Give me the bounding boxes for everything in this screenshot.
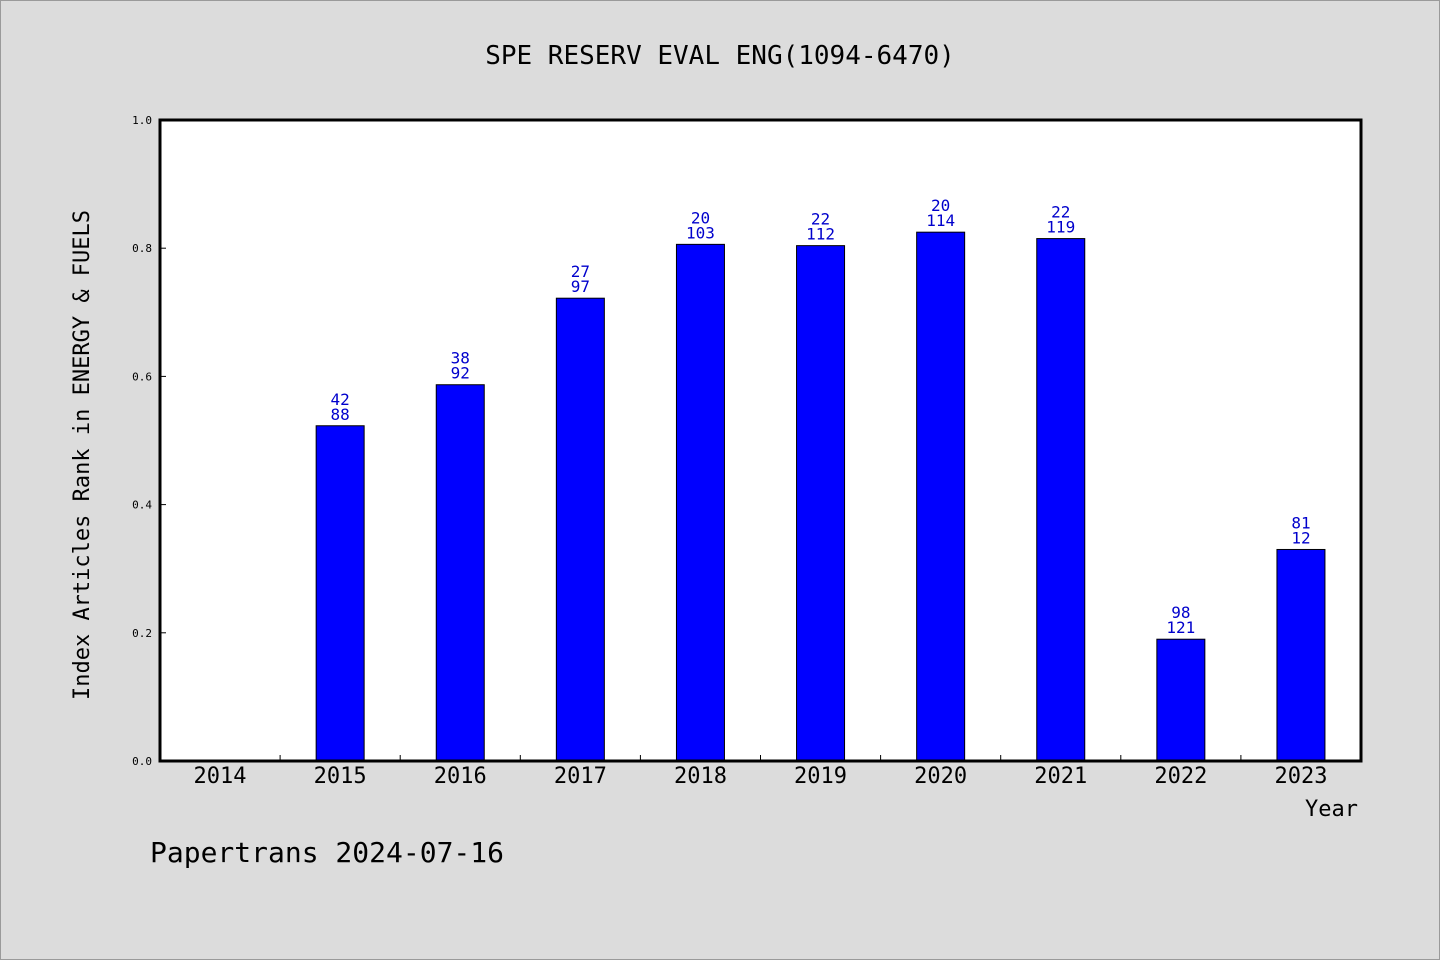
x-tick-label: 2016 [434, 764, 487, 789]
chart-title: SPE RESERV EVAL ENG(1094-6470) [485, 41, 955, 71]
bar-label-bottom: 88 [331, 405, 350, 424]
bar-2016 [435, 384, 485, 762]
y-tick-label: 0.2 [132, 627, 152, 640]
bar-label-top: 38 [451, 349, 470, 368]
bar-label-top: 22 [1051, 203, 1070, 222]
bar-label-bottom: 103 [686, 223, 715, 242]
x-tick-label: 2021 [1034, 764, 1087, 789]
bar-label-bottom: 114 [926, 211, 955, 230]
plot-border [158, 118, 1363, 763]
bar-label-top: 20 [931, 196, 950, 215]
bar-label-bottom: 112 [806, 225, 835, 244]
bar-label-top: 22 [811, 210, 830, 229]
bar-2018 [675, 243, 725, 762]
bar-2017 [555, 297, 605, 762]
bar-2021 [1036, 238, 1086, 762]
x-axis-label: Year [1305, 797, 1358, 822]
x-tick-label: 2020 [914, 764, 967, 789]
bar-label-bottom: 12 [1291, 528, 1310, 547]
x-tick-label: 2015 [314, 764, 367, 789]
x-tick-label: 2018 [674, 764, 727, 789]
y-axis: 0.0 0.2 0.4 0.6 0.8 1.0 [132, 114, 166, 768]
x-tick-label: 2023 [1274, 764, 1327, 789]
bar-label-bottom: 92 [451, 364, 470, 383]
x-tick-label: 2019 [794, 764, 847, 789]
footer-text: Papertrans 2024-07-16 [150, 836, 504, 869]
bar-2022 [1156, 638, 1206, 762]
bar-label-bottom: 119 [1046, 218, 1075, 237]
bar-label-top: 20 [691, 208, 710, 227]
x-tick-label: 2022 [1154, 764, 1207, 789]
bar-2023 [1276, 548, 1326, 762]
bar-label-top: 27 [571, 262, 590, 281]
bar-label-top: 42 [331, 390, 350, 409]
y-tick-label: 0.8 [132, 242, 152, 255]
x-axis: 2014 2015 2016 2017 2018 2019 2020 2021 2022 2023 [194, 755, 1327, 789]
x-tick-label: 2017 [554, 764, 607, 789]
bar-label-bottom: 97 [571, 277, 590, 296]
y-tick-label: 0.0 [132, 755, 152, 768]
bar-label-top: 98 [1171, 603, 1190, 622]
bar-2020 [916, 231, 966, 762]
bar-label-top: 81 [1291, 513, 1310, 532]
bar-label-bottom: 121 [1166, 618, 1195, 637]
bar-2015 [315, 425, 365, 762]
y-tick-label: 0.4 [132, 499, 152, 512]
x-tick-label: 2014 [194, 764, 247, 789]
y-tick-label: 0.6 [132, 370, 152, 383]
y-tick-label: 1.0 [132, 114, 152, 127]
y-axis-label: Index Articles Rank in ENERGY & FUELS [70, 210, 95, 700]
bar-2019 [796, 245, 846, 762]
